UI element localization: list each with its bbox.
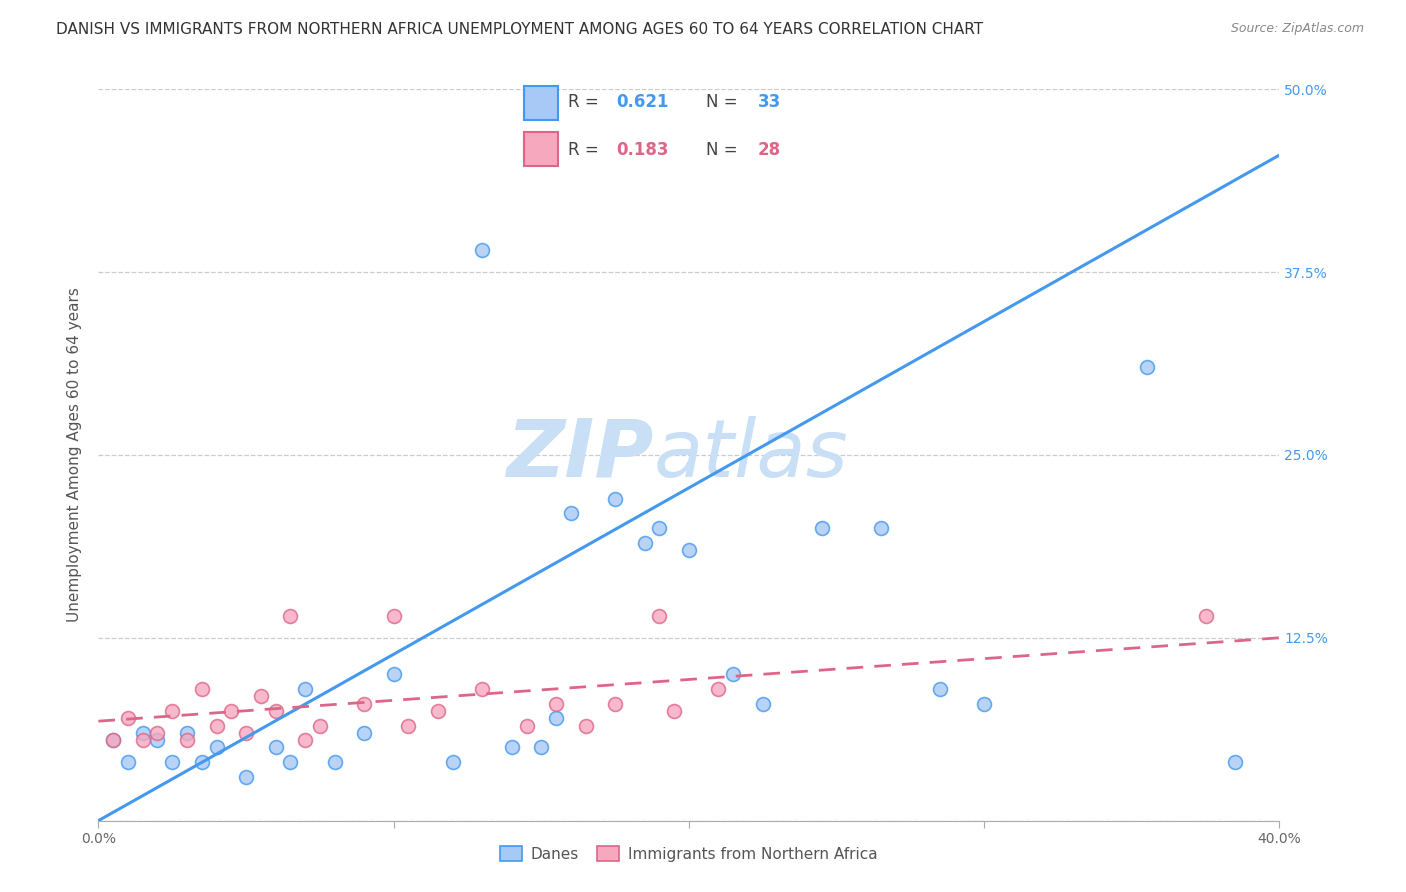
Point [278,755,302,769]
Point [353,726,375,740]
Y-axis label: Unemployment Among Ages 60 to 64 years: Unemployment Among Ages 60 to 64 years [67,287,83,623]
Text: 0.621: 0.621 [616,94,669,112]
Point [723,667,745,681]
Point [176,733,198,747]
Point [869,521,891,535]
Point [146,726,169,740]
Point [810,521,832,535]
Point [219,704,242,718]
Point [501,740,523,755]
Point [396,718,419,732]
Point [235,726,257,740]
Text: 0.183: 0.183 [616,141,669,159]
Point [162,704,183,718]
Point [191,755,214,769]
Point [1135,360,1157,375]
Point [678,543,700,558]
Point [530,740,553,755]
Point [191,681,214,696]
Point [560,507,582,521]
Point [250,690,273,704]
Text: DANISH VS IMMIGRANTS FROM NORTHERN AFRICA UNEMPLOYMENT AMONG AGES 60 TO 64 YEARS: DANISH VS IMMIGRANTS FROM NORTHERN AFRIC… [56,22,983,37]
Point [546,711,568,725]
Point [707,681,730,696]
Point [648,608,671,623]
Point [973,697,995,711]
Point [294,681,316,696]
Point [382,608,405,623]
Point [162,755,183,769]
Point [117,755,139,769]
Point [278,608,302,623]
Point [751,697,773,711]
Text: R =: R = [568,94,599,112]
Point [928,681,950,696]
Point [574,718,596,732]
Point [205,740,228,755]
Point [382,667,405,681]
Point [176,726,198,740]
Point [146,733,169,747]
Point [205,718,228,732]
Text: N =: N = [706,94,738,112]
Point [546,697,568,711]
Text: R =: R = [568,141,599,159]
Point [264,704,287,718]
Point [471,243,494,257]
Point [427,704,450,718]
Point [264,740,287,755]
Bar [523,132,558,166]
Point [294,733,316,747]
Text: N =: N = [706,141,738,159]
Point [605,491,627,506]
Text: atlas: atlas [654,416,848,494]
Text: Source: ZipAtlas.com: Source: ZipAtlas.com [1230,22,1364,36]
Point [441,755,464,769]
Bar [523,87,558,120]
Point [1195,608,1218,623]
Text: 28: 28 [758,141,780,159]
Point [103,733,125,747]
Point [235,770,257,784]
Point [1223,755,1246,769]
Point [471,681,494,696]
Point [309,718,332,732]
Point [103,733,125,747]
Legend: Danes, Immigrants from Northern Africa: Danes, Immigrants from Northern Africa [494,840,884,868]
Point [132,726,155,740]
Point [323,755,346,769]
Point [664,704,686,718]
Point [117,711,139,725]
Point [605,697,627,711]
Point [633,535,655,549]
Point [515,718,537,732]
Point [353,697,375,711]
Text: 33: 33 [758,94,780,112]
Point [132,733,155,747]
Text: ZIP: ZIP [506,416,654,494]
Point [648,521,671,535]
